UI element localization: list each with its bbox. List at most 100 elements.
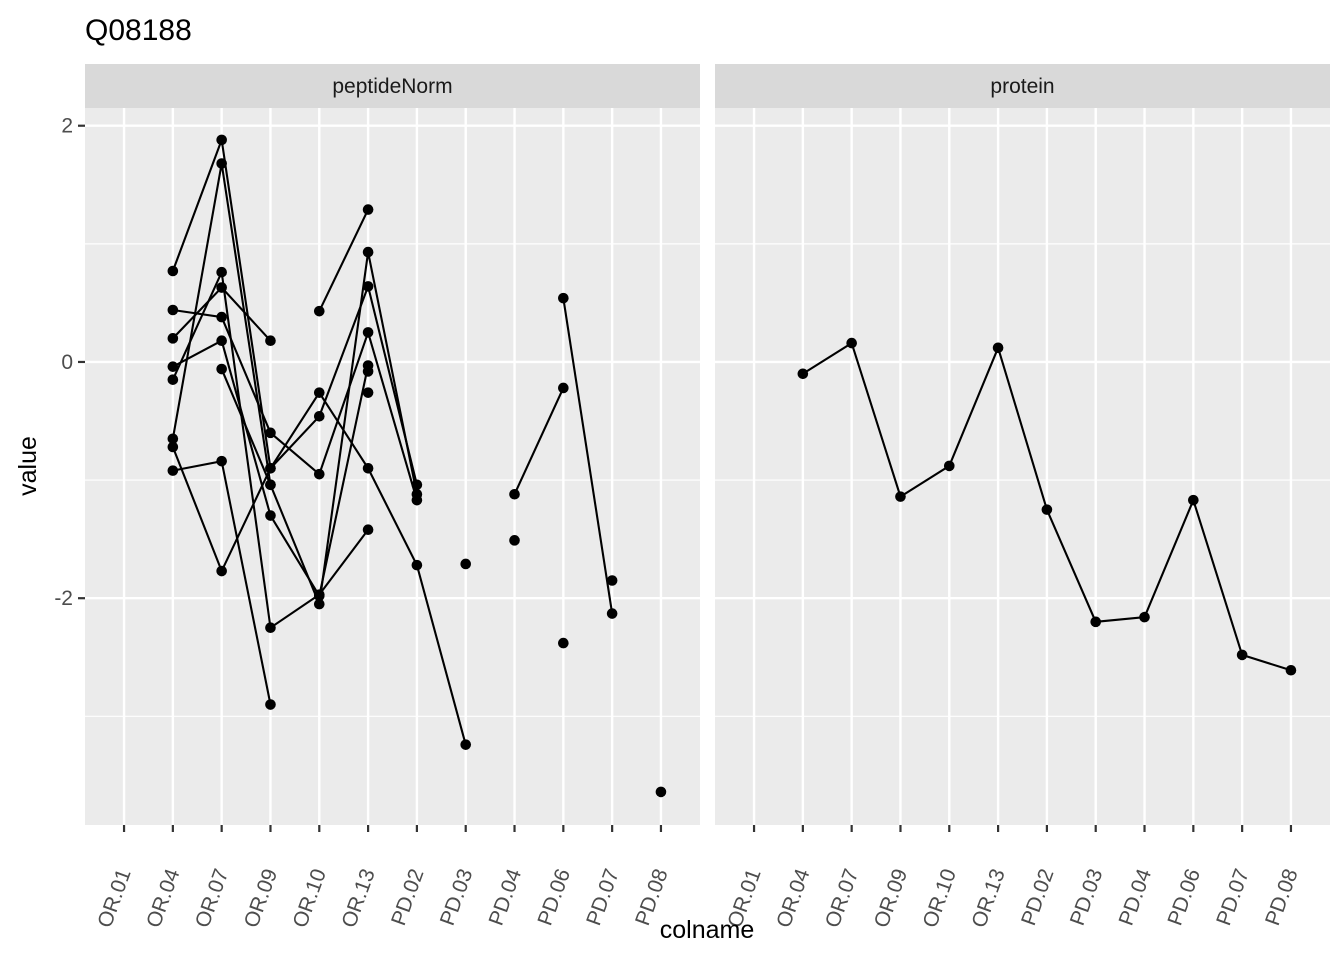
- data-point: [943, 460, 955, 472]
- x-tick-label: PD.03: [436, 866, 478, 929]
- data-point: [216, 311, 227, 323]
- data-point: [313, 410, 325, 422]
- data-point: [509, 535, 520, 546]
- data-point: [606, 575, 618, 586]
- data-point: [895, 491, 906, 502]
- data-point: [1090, 616, 1102, 628]
- x-tick-label: PD.07: [1212, 866, 1254, 929]
- x-tick-label: PD.02: [387, 866, 429, 929]
- facet-strip: [85, 64, 700, 108]
- x-tick-label: PD.08: [1261, 866, 1303, 929]
- data-point: [460, 558, 472, 570]
- data-point: [216, 158, 227, 169]
- x-tick-label: PD.02: [1017, 866, 1059, 929]
- data-point: [362, 327, 374, 338]
- x-tick-label: OR.13: [337, 866, 379, 931]
- x-tick-label: OR.13: [967, 866, 1009, 931]
- data-point: [362, 387, 374, 398]
- data-point: [216, 565, 227, 577]
- facet-strip-label: protein: [990, 75, 1054, 98]
- data-point: [655, 786, 667, 798]
- data-point: [167, 333, 179, 344]
- panel-background: [85, 108, 700, 825]
- data-point: [167, 441, 179, 453]
- data-point: [362, 462, 374, 474]
- data-point: [460, 739, 472, 750]
- data-point: [362, 524, 374, 535]
- x-tick-label: OR.04: [772, 866, 814, 931]
- data-point: [167, 374, 179, 385]
- data-point: [313, 468, 325, 480]
- data-point: [1139, 611, 1150, 623]
- x-tick-label: PD.03: [1066, 866, 1108, 929]
- data-point: [167, 433, 179, 445]
- series-line: [220, 368, 272, 486]
- data-point: [558, 382, 569, 394]
- data-point: [558, 637, 569, 649]
- data-point: [216, 266, 227, 278]
- data-point: [606, 608, 618, 619]
- x-tick-label: OR.07: [821, 866, 863, 931]
- x-tick-label: PD.04: [1115, 866, 1157, 929]
- data-point: [216, 134, 227, 146]
- x-tick-label: OR.01: [93, 866, 135, 931]
- data-point: [313, 589, 325, 600]
- series-line: [171, 163, 418, 609]
- data-point: [265, 510, 276, 521]
- x-tick-label: OR.10: [919, 866, 961, 931]
- data-point: [265, 699, 276, 710]
- panel-peptideNorm: peptideNorm OR.01 OR.04 OR.07 OR.09 OR.10 OR.1…: [85, 64, 700, 931]
- panel-background: [715, 108, 1330, 825]
- chart-title: Q08188: [85, 14, 192, 47]
- data-point: [216, 282, 227, 293]
- data-point: [797, 368, 809, 380]
- x-tick-label: OR.04: [142, 866, 184, 931]
- data-point: [362, 246, 374, 258]
- data-point: [411, 559, 423, 571]
- data-point: [992, 342, 1004, 354]
- series-line: [172, 308, 418, 501]
- data-point: [1236, 649, 1248, 661]
- data-point: [265, 335, 276, 347]
- facet-strip-label: peptideNorm: [332, 75, 452, 98]
- series-line: [513, 387, 565, 495]
- data-point: [265, 479, 276, 491]
- data-point: [558, 292, 569, 304]
- data-point: [216, 455, 227, 467]
- x-tick-label: PD.04: [485, 866, 527, 929]
- data-point: [216, 335, 227, 347]
- data-point: [1041, 504, 1053, 515]
- y-axis-title: value: [14, 436, 42, 496]
- x-tick-label: PD.06: [533, 866, 575, 929]
- y-axis: -2 0 2: [54, 115, 85, 610]
- data-point: [362, 204, 374, 215]
- data-point: [167, 361, 179, 372]
- x-tick-label: OR.07: [191, 866, 233, 931]
- data-point: [411, 494, 423, 506]
- data-point: [167, 304, 179, 316]
- data-point: [313, 387, 325, 398]
- data-point: [265, 622, 276, 634]
- y-tick-label: -2: [54, 587, 73, 610]
- data-point: [362, 366, 374, 377]
- data-point: [846, 337, 857, 349]
- y-tick-label: 0: [61, 351, 73, 374]
- data-point: [509, 488, 520, 500]
- series-line: [171, 139, 418, 486]
- data-point: [1188, 494, 1199, 506]
- data-point: [167, 265, 179, 277]
- x-axis-title: colname: [660, 916, 755, 944]
- x-tick-label: OR.09: [240, 866, 282, 931]
- x-tick-label: OR.09: [870, 866, 912, 931]
- facet-strip: [715, 64, 1330, 108]
- data-point: [265, 427, 276, 439]
- data-point: [167, 465, 179, 476]
- data-point: [313, 598, 325, 610]
- data-point: [265, 462, 276, 474]
- x-tick-label: PD.07: [582, 866, 624, 929]
- data-point: [1285, 664, 1297, 676]
- data-point: [216, 363, 227, 375]
- y-tick-label: 2: [61, 115, 73, 138]
